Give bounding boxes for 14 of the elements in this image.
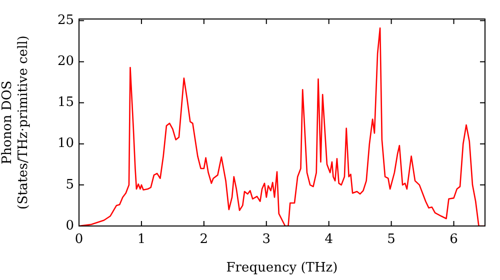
x-tick-label: 1 <box>137 232 146 248</box>
y-tick-label: 20 <box>57 54 74 70</box>
y-tick-label: 0 <box>66 218 74 234</box>
y-tick-label: 15 <box>57 95 74 110</box>
x-tick-label: 6 <box>450 232 458 248</box>
y-tick-label: 10 <box>57 136 74 152</box>
x-tick-label: 3 <box>262 232 271 248</box>
y-tick-label: 25 <box>57 13 74 28</box>
y-tick-label: 5 <box>66 177 74 192</box>
y-axis-title: Phonon DOS (States/THz·primitive cell) <box>0 35 31 210</box>
x-axis-title: Frequency (THz) <box>226 260 338 276</box>
x-tick-label: 2 <box>200 232 208 248</box>
x-tick-label: 4 <box>324 232 333 248</box>
x-tick-label: 5 <box>387 232 396 248</box>
